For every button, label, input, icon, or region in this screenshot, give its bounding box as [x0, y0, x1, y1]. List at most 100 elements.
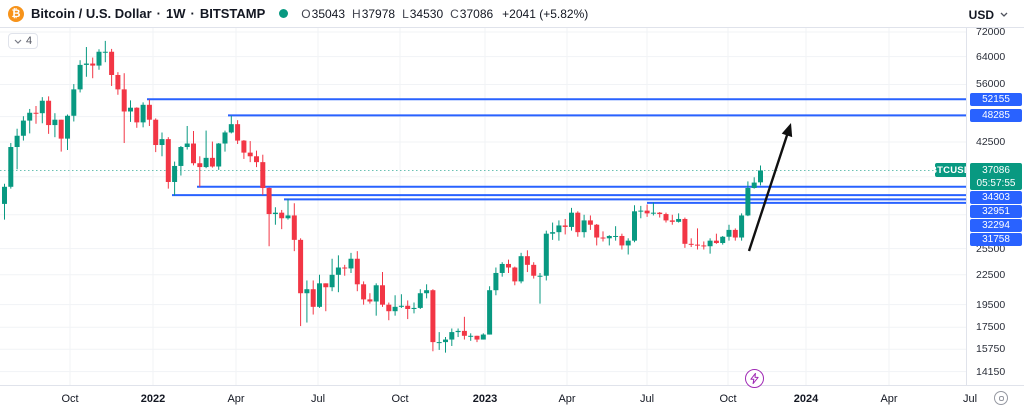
candle-body [90, 63, 96, 66]
candle-body [27, 112, 33, 121]
candle-body [531, 264, 537, 276]
candle-body [121, 89, 127, 112]
candle-body [361, 284, 367, 300]
candle-body [298, 239, 304, 294]
candle-body [436, 342, 442, 344]
candle-body [455, 330, 461, 333]
candle-body [191, 143, 196, 164]
candle-body [323, 283, 329, 288]
change-value: +2041 (+5.82%) [502, 6, 589, 21]
line-price-label: 32294 [970, 219, 1022, 233]
candle-body [386, 304, 392, 312]
time-axis[interactable]: Oct 2022 Apr Jul Oct 2023 Apr Jul Oct 2024 Apr Jul [0, 385, 1024, 412]
candle-body [625, 240, 631, 246]
bitcoin-icon: ₿ [8, 5, 24, 22]
time-tick-label: 2024 [793, 393, 819, 405]
candle-body [732, 229, 738, 238]
line-price-label: 48285 [970, 108, 1022, 122]
candle-body [556, 225, 562, 233]
chevron-down-icon [14, 39, 22, 44]
price-tick-label: 19500 [976, 298, 1006, 311]
candle-body [581, 220, 587, 233]
candle-body [2, 186, 7, 204]
candle-body [14, 135, 20, 148]
price-tick-label: 15750 [976, 343, 1006, 356]
candle-body [713, 240, 719, 244]
symbol-name: Bitcoin / U.S. Dollar [31, 6, 152, 21]
candle-body [222, 132, 228, 144]
title-separator: · [156, 6, 161, 21]
candle-body [77, 64, 83, 90]
candle-body [285, 215, 291, 219]
candle-body [726, 229, 732, 237]
symbol-title-button[interactable]: Bitcoin / U.S. Dollar · 1W · BITSTAMP [31, 6, 265, 21]
currency-dropdown[interactable]: USD [965, 5, 1012, 24]
price-axis[interactable]: 72000 64000 56000 42500 25500 22500 19500 17500… [966, 26, 1024, 385]
candle-body [20, 120, 26, 136]
candle-body [109, 51, 115, 75]
candle-body [279, 212, 285, 219]
candle-body [720, 236, 726, 244]
candle-body [209, 157, 215, 167]
object-tree-badge[interactable]: 4 [8, 33, 39, 49]
candle-body [128, 107, 133, 112]
chevron-down-icon [1000, 12, 1008, 17]
candle-body [203, 157, 209, 168]
time-tick-label: Jul [962, 393, 978, 405]
line-price-label: 34303 [970, 191, 1022, 205]
candle-body [443, 339, 448, 343]
candle-body [613, 235, 619, 237]
candle-body [197, 163, 203, 168]
candle-body [146, 104, 152, 120]
candle-body [676, 218, 682, 222]
candle-body [184, 143, 190, 148]
candle-body [682, 218, 688, 244]
quick-action-lightning-icon[interactable] [745, 369, 764, 388]
candle-body [430, 290, 436, 343]
candlestick-chart[interactable] [0, 28, 966, 385]
candle-body [493, 272, 499, 291]
candle-body [335, 267, 341, 275]
candle-body [543, 233, 549, 276]
time-tick-label: Oct [719, 393, 737, 405]
candle-body [575, 212, 581, 233]
candle-body [153, 119, 159, 146]
candle-body [304, 289, 310, 294]
candle-body [606, 235, 612, 239]
close-value: 37086 [459, 6, 494, 21]
candle-body [33, 112, 39, 114]
candle-body [310, 289, 316, 307]
trend-arrow-line[interactable] [747, 128, 791, 252]
candle-body [247, 152, 253, 157]
chart-pane[interactable]: 4 [0, 28, 966, 385]
bar-countdown: 05:57:55 [976, 177, 1016, 189]
candle-body [518, 256, 524, 282]
candle-body [165, 139, 171, 182]
candle-body [550, 232, 556, 234]
low-value: 34530 [409, 6, 444, 21]
trend-arrow-head[interactable] [781, 123, 793, 138]
candle-body [537, 275, 543, 277]
candle-body [758, 170, 763, 183]
candle-body [65, 115, 70, 139]
candle-body [739, 215, 745, 238]
candle-body [134, 107, 140, 123]
candle-body [102, 51, 108, 53]
axis-settings-icon[interactable] [994, 391, 1008, 405]
timeframe-label[interactable]: 1W [165, 6, 186, 21]
realtime-dot[interactable] [279, 9, 289, 18]
candle-body [594, 224, 600, 238]
candle-body [329, 274, 335, 288]
candle-body [644, 210, 650, 214]
candle-body [228, 124, 234, 133]
candle-body [701, 245, 707, 247]
candle-body [39, 100, 45, 114]
price-tick-label: 64000 [976, 50, 1006, 63]
time-tick-label: Jul [310, 393, 326, 405]
candle-body [707, 240, 713, 247]
open-value: 35043 [311, 6, 346, 21]
line-price-label: 52155 [970, 92, 1022, 106]
exchange-label: BITSTAMP [199, 6, 266, 21]
candle-body [632, 211, 637, 241]
candle-body [424, 290, 430, 294]
